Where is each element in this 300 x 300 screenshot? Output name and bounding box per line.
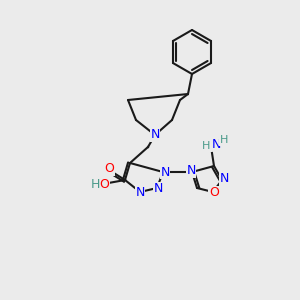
- Text: N: N: [160, 166, 170, 178]
- Text: O: O: [104, 163, 114, 176]
- Text: H: H: [202, 141, 210, 151]
- Text: O: O: [209, 187, 219, 200]
- Text: N: N: [211, 137, 221, 151]
- Text: N: N: [150, 128, 160, 142]
- Text: N: N: [186, 164, 196, 178]
- Text: N: N: [135, 185, 145, 199]
- Text: H: H: [220, 135, 228, 145]
- Text: N: N: [153, 182, 163, 196]
- Text: O: O: [99, 178, 109, 190]
- Text: H: H: [90, 178, 100, 191]
- Text: N: N: [219, 172, 229, 185]
